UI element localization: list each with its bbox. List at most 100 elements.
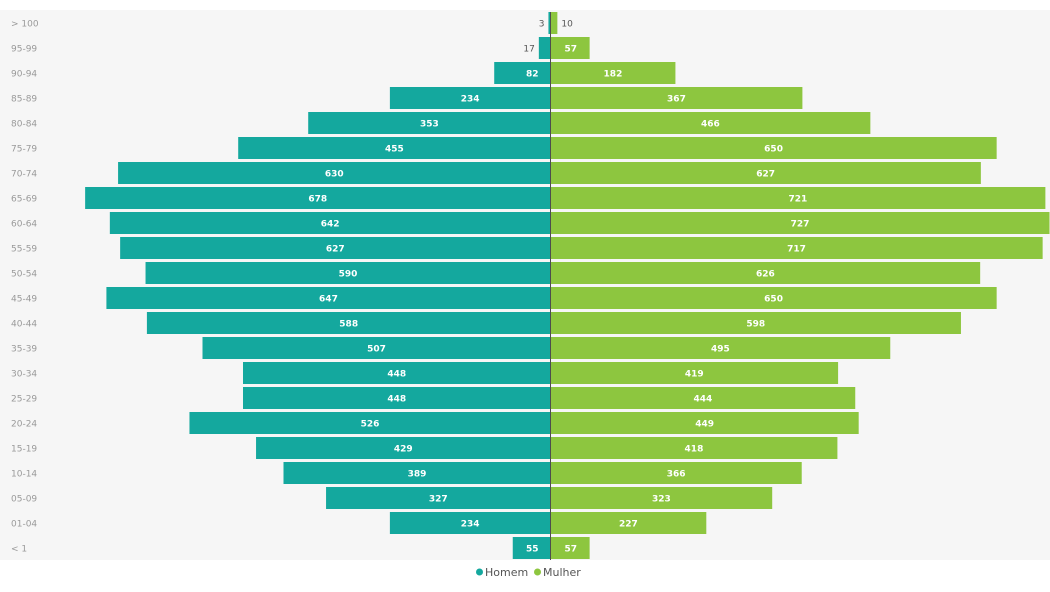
bar-homem: [238, 137, 551, 159]
age-group-label: 05-09: [11, 495, 37, 505]
age-group-label: 10-14: [11, 470, 37, 480]
bar-mulher: [550, 387, 856, 409]
value-label-homem: 507: [367, 345, 386, 355]
bar-mulher: [550, 237, 1043, 259]
value-label-homem: 234: [461, 95, 480, 105]
bar-homem: [145, 262, 551, 284]
value-label-homem: 526: [361, 420, 380, 430]
age-group-label: 55-59: [11, 245, 37, 255]
bar-homem: [118, 162, 551, 184]
value-label-homem: 642: [321, 220, 340, 230]
age-group-label: 45-49: [11, 295, 37, 305]
value-label-homem: 389: [408, 470, 427, 480]
bar-mulher: [550, 312, 961, 334]
bar-mulher: [550, 462, 802, 484]
value-label-homem: 448: [387, 370, 406, 380]
value-label-mulher: 627: [756, 170, 775, 180]
bar-homem: [120, 237, 551, 259]
age-group-label: 90-94: [11, 70, 37, 80]
value-label-mulher: 727: [791, 220, 810, 230]
value-label-mulher: 721: [789, 195, 808, 205]
value-label-homem: 448: [387, 395, 406, 405]
bar-homem: [146, 312, 551, 334]
legend-marker-homem: [476, 568, 483, 576]
value-label-homem: 590: [339, 270, 358, 280]
data-labels: 3 10 17 57 82 182 234 367 353 466 455 650 630 627 678 7…: [308, 20, 809, 555]
age-group-label: 65-69: [11, 195, 37, 205]
value-label-mulher: 227: [619, 520, 638, 530]
bar-homem: [189, 412, 551, 434]
age-group-label: 60-64: [11, 220, 37, 230]
value-label-homem: 455: [385, 145, 404, 155]
bar-homem: [389, 512, 551, 534]
legend-label-homem: Homem: [485, 566, 528, 579]
age-group-label: 95-99: [11, 45, 37, 55]
bar-homem: [389, 87, 551, 109]
value-label-mulher: 626: [756, 270, 775, 280]
bar-homem: [85, 187, 551, 209]
value-label-homem: 429: [394, 445, 413, 455]
bar-mulher: [550, 437, 838, 459]
value-label-homem: 647: [319, 295, 338, 305]
bar-mulher: [550, 162, 981, 184]
age-group-label: 50-54: [11, 270, 37, 280]
value-label-mulher: 57: [565, 545, 578, 555]
age-group-label: 01-04: [11, 520, 37, 530]
value-label-mulher: 366: [667, 470, 686, 480]
value-label-homem: 353: [420, 120, 439, 130]
bar-homem: [548, 12, 551, 34]
bar-homem: [256, 437, 551, 459]
legend-marker-mulher: [534, 568, 541, 576]
bar-homem: [243, 387, 551, 409]
value-label-homem: 55: [526, 545, 539, 555]
bar-homem: [326, 487, 551, 509]
value-label-mulher: 495: [711, 345, 730, 355]
bar-mulher: [550, 187, 1046, 209]
value-label-mulher: 717: [787, 245, 806, 255]
bar-mulher: [550, 287, 997, 309]
value-label-mulher: 418: [685, 445, 704, 455]
bar-mulher: [550, 12, 558, 34]
age-group-label: 20-24: [11, 420, 37, 430]
bars: [85, 12, 1050, 559]
value-label-mulher: 466: [701, 120, 720, 130]
value-label-homem: 234: [461, 520, 480, 530]
value-label-mulher: 444: [693, 395, 712, 405]
bar-mulher: [550, 137, 997, 159]
category-labels: > 100 95-99 90-94 85-89 80-84 75-79 70-74 65-69…: [11, 20, 39, 555]
value-label-homem: 630: [325, 170, 344, 180]
age-group-label: 70-74: [11, 170, 37, 180]
bar-homem: [538, 37, 551, 59]
value-label-homem: 588: [339, 320, 358, 330]
value-label-mulher: 449: [695, 420, 714, 430]
value-label-mulher: 57: [565, 45, 578, 55]
value-label-mulher: 323: [652, 495, 671, 505]
age-group-label: 80-84: [11, 120, 37, 130]
bar-homem: [308, 112, 551, 134]
bar-mulher: [550, 212, 1050, 234]
value-label-homem: 627: [326, 245, 345, 255]
age-group-label: 40-44: [11, 320, 37, 330]
age-group-label: > 100: [11, 20, 39, 30]
age-group-label: 85-89: [11, 95, 37, 105]
age-group-label: 15-19: [11, 445, 37, 455]
bar-mulher: [550, 362, 839, 384]
value-label-mulher: 650: [764, 295, 783, 305]
bar-mulher: [550, 37, 590, 59]
value-label-mulher: 367: [667, 95, 686, 105]
bar-homem: [512, 537, 551, 559]
value-label-mulher: 182: [604, 70, 623, 80]
bar-homem: [202, 337, 551, 359]
bar-mulher: [550, 487, 773, 509]
value-label-homem: 678: [308, 195, 327, 205]
bar-mulher: [550, 87, 803, 109]
value-label-mulher: 419: [685, 370, 704, 380]
bar-mulher: [550, 262, 981, 284]
age-group-label: 30-34: [11, 370, 37, 380]
value-label-mulher: 10: [561, 20, 573, 30]
bar-mulher: [550, 337, 891, 359]
age-group-label: 25-29: [11, 395, 37, 405]
value-label-homem: 327: [429, 495, 448, 505]
